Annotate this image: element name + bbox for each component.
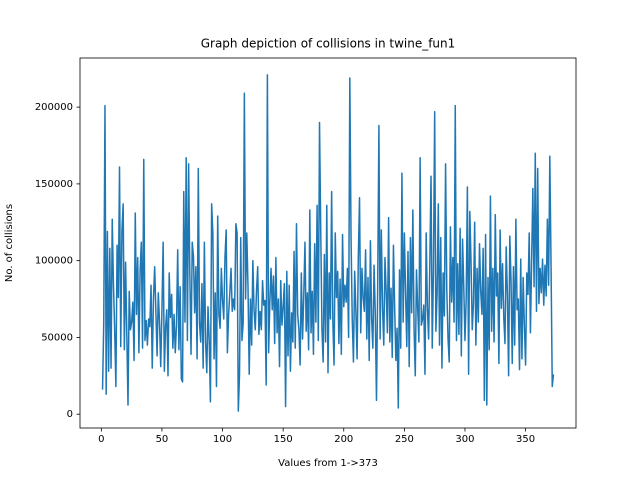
y-tick-label: 150000: [35, 179, 73, 190]
x-tick-label: 0: [98, 434, 104, 445]
y-tick-label: 50000: [41, 332, 73, 343]
data-line: [101, 74, 555, 412]
x-tick-label: 200: [334, 434, 353, 445]
y-tick-label: 200000: [35, 102, 73, 113]
plot-frame: [79, 57, 577, 429]
x-tick-label: 150: [274, 434, 293, 445]
chart-title: Graph depiction of collisions in twine_f…: [201, 37, 456, 51]
x-tick-label: 350: [516, 434, 535, 445]
x-axis-label: Values from 1->373: [278, 458, 378, 469]
y-axis-label: No. of collisions: [4, 204, 15, 282]
x-tick-label: 100: [213, 434, 232, 445]
x-tick-label: 50: [156, 434, 169, 445]
y-tick-label: 0: [67, 409, 73, 420]
x-tick-label: 250: [395, 434, 414, 445]
y-tick-label: 100000: [35, 256, 73, 267]
x-tick-label: 300: [455, 434, 474, 445]
